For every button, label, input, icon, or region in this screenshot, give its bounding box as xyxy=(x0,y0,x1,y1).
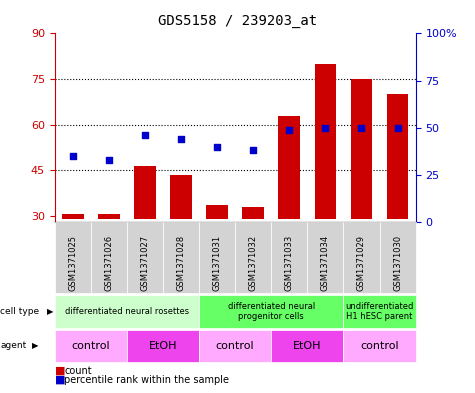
Text: GSM1371028: GSM1371028 xyxy=(177,235,185,291)
Text: undifferentiated
H1 hESC parent: undifferentiated H1 hESC parent xyxy=(345,302,414,321)
Text: ■: ■ xyxy=(55,375,65,385)
Point xyxy=(358,125,365,131)
Text: GSM1371025: GSM1371025 xyxy=(68,235,77,291)
Point xyxy=(285,127,293,133)
Text: control: control xyxy=(216,341,255,351)
Bar xyxy=(134,166,156,219)
Point xyxy=(105,157,113,163)
Text: GSM1371027: GSM1371027 xyxy=(141,235,149,291)
Bar xyxy=(351,79,372,219)
Point xyxy=(394,125,401,131)
Text: control: control xyxy=(71,341,110,351)
Text: ▶: ▶ xyxy=(32,342,39,350)
Bar xyxy=(242,207,264,219)
Text: GSM1371029: GSM1371029 xyxy=(357,235,366,291)
Bar xyxy=(62,215,84,219)
Text: GSM1371033: GSM1371033 xyxy=(285,235,294,291)
Text: GSM1371032: GSM1371032 xyxy=(249,235,257,291)
Text: percentile rank within the sample: percentile rank within the sample xyxy=(64,375,229,385)
Text: GDS5158 / 239203_at: GDS5158 / 239203_at xyxy=(158,14,317,28)
Point xyxy=(213,143,221,150)
Text: GSM1371030: GSM1371030 xyxy=(393,235,402,291)
Text: count: count xyxy=(64,365,92,376)
Point xyxy=(322,125,329,131)
Point xyxy=(177,136,185,142)
Text: GSM1371026: GSM1371026 xyxy=(104,235,113,291)
Text: GSM1371034: GSM1371034 xyxy=(321,235,330,291)
Bar xyxy=(278,116,300,219)
Text: ■: ■ xyxy=(55,365,65,376)
Text: differentiated neural
progenitor cells: differentiated neural progenitor cells xyxy=(228,302,315,321)
Bar xyxy=(170,175,192,219)
Text: cell type: cell type xyxy=(0,307,39,316)
Point xyxy=(141,132,149,138)
Bar xyxy=(314,64,336,219)
Bar xyxy=(98,215,120,219)
Bar xyxy=(206,205,228,219)
Text: EtOH: EtOH xyxy=(293,341,322,351)
Point xyxy=(249,147,257,154)
Text: differentiated neural rosettes: differentiated neural rosettes xyxy=(65,307,189,316)
Text: control: control xyxy=(360,341,399,351)
Bar xyxy=(387,94,408,219)
Text: agent: agent xyxy=(0,342,27,350)
Point xyxy=(69,153,76,159)
Text: GSM1371031: GSM1371031 xyxy=(213,235,221,291)
Text: ▶: ▶ xyxy=(47,307,53,316)
Text: EtOH: EtOH xyxy=(149,341,177,351)
